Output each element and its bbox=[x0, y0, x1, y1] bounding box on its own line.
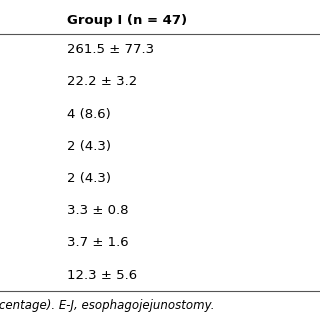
Text: 4 (8.6): 4 (8.6) bbox=[67, 108, 111, 121]
Text: rcentage). E-J, esophagojejunostomy.: rcentage). E-J, esophagojejunostomy. bbox=[0, 299, 214, 312]
Text: Group I (n = 47): Group I (n = 47) bbox=[67, 14, 187, 27]
Text: 3.7 ± 1.6: 3.7 ± 1.6 bbox=[67, 236, 129, 249]
Text: 2 (4.3): 2 (4.3) bbox=[67, 172, 111, 185]
Text: 2 (4.3): 2 (4.3) bbox=[67, 140, 111, 153]
Text: 22.2 ± 3.2: 22.2 ± 3.2 bbox=[67, 76, 138, 88]
Text: 12.3 ± 5.6: 12.3 ± 5.6 bbox=[67, 268, 137, 282]
Text: 261.5 ± 77.3: 261.5 ± 77.3 bbox=[67, 43, 154, 56]
Text: 3.3 ± 0.8: 3.3 ± 0.8 bbox=[67, 204, 129, 217]
